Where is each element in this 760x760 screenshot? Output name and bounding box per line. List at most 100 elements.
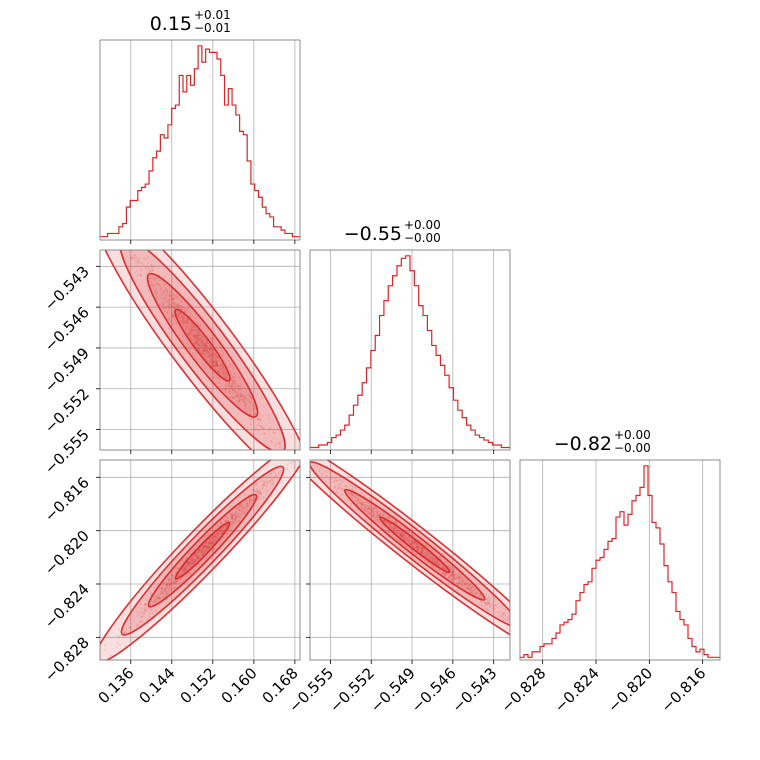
- scatter-point: [201, 339, 205, 342]
- scatter-point: [371, 511, 374, 514]
- scatter-point: [150, 600, 153, 603]
- scatter-point: [180, 315, 183, 318]
- scatter-point: [145, 599, 149, 602]
- scatter-point: [210, 536, 213, 539]
- scatter-point: [235, 394, 238, 397]
- scatter-point: [207, 356, 211, 359]
- scatter-point: [169, 577, 172, 581]
- scatter-point: [182, 568, 185, 572]
- scatter-point: [163, 297, 166, 300]
- scatter-point: [135, 245, 137, 247]
- scatter-point: [269, 427, 272, 430]
- scatter-point: [239, 393, 242, 396]
- scatter-point: [334, 486, 337, 489]
- scatter-point: [231, 516, 234, 519]
- scatter-point: [354, 495, 357, 498]
- scatter-point: [408, 539, 411, 542]
- scatter-point: [245, 400, 248, 403]
- scatter-point: [163, 307, 166, 310]
- scatter-point: [215, 360, 218, 363]
- scatter-point: [407, 536, 410, 540]
- scatter-point: [415, 541, 418, 544]
- scatter-point: [421, 549, 424, 552]
- scatter-point: [218, 532, 221, 535]
- scatter-point: [140, 615, 143, 619]
- scatter-point: [450, 578, 454, 581]
- scatter-point: [412, 550, 415, 553]
- scatter-point: [192, 555, 196, 558]
- scatter-point: [378, 520, 381, 524]
- scatter-point: [152, 276, 155, 279]
- scatter-point: [254, 407, 257, 410]
- scatter-point: [174, 581, 177, 584]
- scatter-point: [400, 534, 403, 537]
- scatter-point: [216, 536, 219, 540]
- scatter-point: [277, 441, 280, 444]
- scatter-point: [256, 490, 260, 493]
- scatter-point: [221, 529, 224, 532]
- scatter-point: [204, 344, 207, 347]
- scatter-point: [457, 576, 460, 580]
- scatter-point: [191, 352, 194, 355]
- scatter-point: [201, 335, 204, 339]
- scatter-point: [468, 584, 472, 587]
- scatter-point: [207, 546, 211, 549]
- scatter-point: [191, 556, 194, 559]
- scatter-point: [235, 514, 238, 517]
- scatter-point: [293, 465, 296, 468]
- scatter-point: [268, 479, 271, 483]
- scatter-point: [232, 396, 235, 399]
- scatter-point: [339, 483, 342, 486]
- scatter-point: [232, 397, 236, 400]
- scatter-point: [426, 552, 429, 555]
- scatter-point: [394, 521, 397, 524]
- scatter-point: [173, 582, 176, 585]
- scatter-point: [393, 527, 396, 530]
- scatter-point: [467, 587, 470, 591]
- scatter-point: [202, 363, 205, 366]
- scatter-point: [201, 341, 204, 344]
- scatter-point: [212, 349, 215, 352]
- scatter-point: [433, 559, 436, 563]
- scatter-point: [394, 531, 398, 534]
- scatter-point: [393, 520, 397, 523]
- scatter-point: [406, 538, 409, 541]
- scatter-point: [213, 535, 217, 538]
- scatter-point: [445, 568, 448, 571]
- scatter-point: [226, 515, 229, 519]
- scatter-point: [428, 552, 431, 556]
- scatter-point: [167, 578, 170, 581]
- scatter-point: [203, 544, 206, 548]
- scatter-point: [168, 295, 172, 298]
- scatter-point: [238, 396, 241, 400]
- scatter-point: [449, 574, 453, 577]
- scatter-point: [417, 545, 420, 548]
- scatter-point: [411, 541, 414, 544]
- scatter-point: [232, 384, 235, 387]
- scatter-point: [311, 456, 313, 458]
- scatter-point: [413, 542, 416, 545]
- scatter-point: [234, 391, 237, 394]
- scatter-point: [421, 547, 424, 550]
- scatter-point: [436, 558, 439, 562]
- scatter-point: [400, 533, 403, 536]
- scatter-point: [156, 282, 159, 285]
- scatter-point: [420, 551, 423, 554]
- scatter-point: [329, 476, 332, 480]
- x-tick-label: −0.824: [551, 664, 603, 716]
- scatter-point: [212, 360, 215, 363]
- scatter-point: [219, 532, 222, 536]
- scatter-point: [236, 512, 239, 515]
- scatter-point: [382, 513, 386, 516]
- scatter-point: [243, 511, 246, 514]
- scatter-point: [176, 302, 179, 306]
- scatter-point: [232, 374, 235, 378]
- scatter-point: [432, 561, 436, 564]
- scatter-point: [220, 363, 224, 367]
- scatter-point: [229, 522, 233, 525]
- scatter-point: [209, 346, 212, 349]
- axes-frame: [519, 459, 721, 661]
- scatter-point: [226, 517, 229, 520]
- scatter-point: [198, 330, 201, 334]
- scatter-point: [375, 508, 378, 511]
